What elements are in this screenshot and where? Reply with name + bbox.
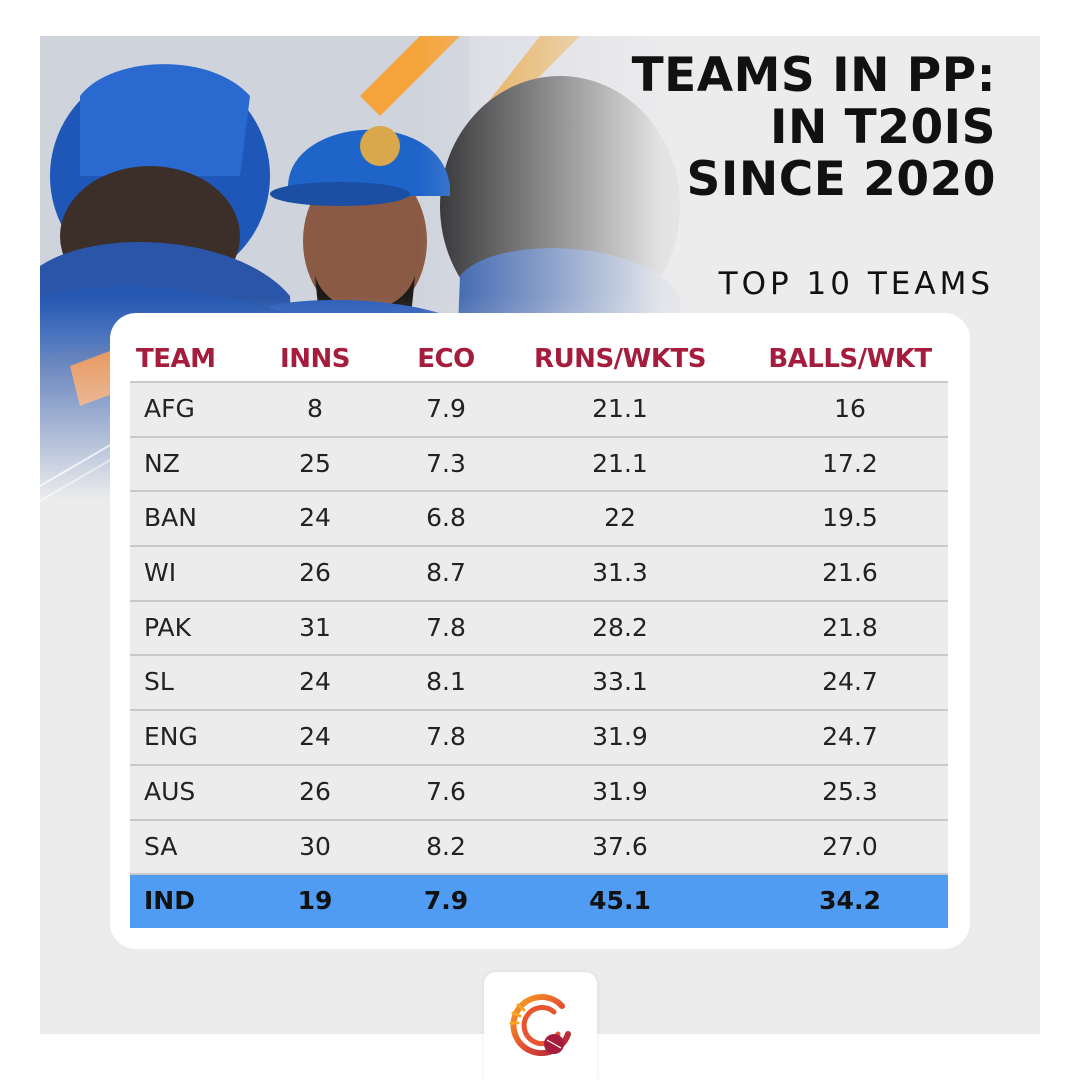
- cell-runs-wkts: 45.1: [589, 886, 651, 916]
- table-row: AUS 26 7.6 31.9 25.3: [130, 763, 948, 819]
- column-header-inns: INNS: [280, 344, 350, 374]
- column-header-eco: ECO: [417, 344, 475, 374]
- table-row: ENG 24 7.8 31.9 24.7: [130, 709, 948, 764]
- table-row: BAN 24 6.8 22 19.5: [130, 490, 948, 546]
- cell-balls-wkt: 19.5: [822, 503, 878, 533]
- table-row-highlighted: IND 19 7.9 45.1 34.2: [130, 873, 948, 928]
- cell-eco: 7.8: [426, 722, 466, 752]
- cell-eco: 8.1: [426, 667, 466, 697]
- cell-balls-wkt: 17.2: [822, 448, 878, 478]
- cell-inns: 24: [299, 503, 331, 533]
- cell-runs-wkts: 37.6: [592, 831, 648, 861]
- cell-runs-wkts: 31.9: [592, 776, 648, 806]
- cell-inns: 19: [297, 886, 333, 916]
- cell-team: AFG: [144, 394, 195, 423]
- cell-eco: 7.8: [426, 612, 466, 642]
- cell-team: WI: [144, 558, 177, 588]
- cell-team: BAN: [144, 503, 197, 533]
- cell-balls-wkt: 34.2: [819, 886, 881, 916]
- page-title: TEAMS IN PP: IN T20IS SINCE 2020: [632, 50, 996, 206]
- cell-team: NZ: [144, 448, 180, 478]
- cell-inns: 25: [299, 448, 331, 478]
- table-row: PAK 31 7.8 28.2 21.8: [130, 599, 948, 655]
- column-header-runs-wkts: RUNS/WKTS: [534, 344, 706, 374]
- cell-inns: 26: [299, 558, 331, 588]
- cell-balls-wkt: 24.7: [822, 667, 878, 697]
- cell-runs-wkts: 33.1: [592, 667, 648, 697]
- cell-runs-wkts: 22: [604, 503, 636, 533]
- table-row: AFG 8 7.9 21.1 16: [130, 381, 948, 436]
- cell-runs-wkts: 31.9: [592, 722, 648, 752]
- cell-runs-wkts: 21.1: [592, 448, 648, 478]
- cell-eco: 7.3: [426, 448, 466, 478]
- title-line-3: SINCE 2020: [686, 152, 996, 207]
- title-line-1: TEAMS IN PP:: [631, 48, 996, 103]
- cell-inns: 24: [299, 667, 331, 697]
- cell-runs-wkts: 21.1: [592, 394, 648, 423]
- stats-table-card: TEAM INNS ECO RUNS/WKTS BALLS/WKT AFG 8 7.…: [110, 313, 970, 949]
- cell-team: SL: [144, 667, 174, 697]
- cell-team: AUS: [144, 776, 196, 806]
- cell-inns: 8: [307, 394, 323, 423]
- cell-balls-wkt: 16: [834, 394, 866, 423]
- table-header: TEAM INNS ECO RUNS/WKTS BALLS/WKT: [110, 339, 970, 379]
- cell-eco: 8.7: [426, 558, 466, 588]
- cell-inns: 26: [299, 776, 331, 806]
- cell-eco: 6.8: [426, 503, 466, 533]
- cell-runs-wkts: 28.2: [592, 612, 648, 642]
- column-header-team: TEAM: [136, 344, 216, 374]
- column-header-balls-wkt: BALLS/WKT: [768, 344, 932, 374]
- cell-balls-wkt: 21.6: [822, 558, 878, 588]
- cell-runs-wkts: 31.3: [592, 558, 648, 588]
- cell-eco: 8.2: [426, 831, 466, 861]
- cell-eco: 7.6: [426, 776, 466, 806]
- table-row: NZ 25 7.3 21.1 17.2: [130, 435, 948, 491]
- brand-logo: [484, 972, 597, 1080]
- table-body: AFG 8 7.9 21.1 16 NZ 25 7.3 21.1 17.2 BAN 24 6.8 22 19…: [130, 381, 948, 928]
- table-row: SL 24 8.1 33.1 24.7: [130, 654, 948, 710]
- cell-balls-wkt: 25.3: [822, 776, 878, 806]
- table-row: SA 30 8.2 37.6 27.0: [130, 818, 948, 874]
- cell-team: SA: [144, 831, 178, 861]
- cell-balls-wkt: 27.0: [822, 831, 878, 861]
- cricket-ball-logo-icon: [509, 994, 571, 1057]
- cell-eco: 7.9: [426, 394, 466, 423]
- cell-eco: 7.9: [423, 886, 469, 916]
- cell-inns: 24: [299, 722, 331, 752]
- page-subtitle: TOP 10 TEAMS: [718, 266, 994, 302]
- cell-inns: 30: [299, 831, 331, 861]
- cell-balls-wkt: 24.7: [822, 722, 878, 752]
- cell-inns: 31: [299, 612, 331, 642]
- cell-team: PAK: [144, 612, 191, 642]
- cell-balls-wkt: 21.8: [822, 612, 878, 642]
- title-line-2: IN T20IS: [770, 100, 996, 155]
- cell-team: ENG: [144, 722, 198, 752]
- cell-team: IND: [144, 886, 195, 916]
- table-row: WI 26 8.7 31.3 21.6: [130, 545, 948, 600]
